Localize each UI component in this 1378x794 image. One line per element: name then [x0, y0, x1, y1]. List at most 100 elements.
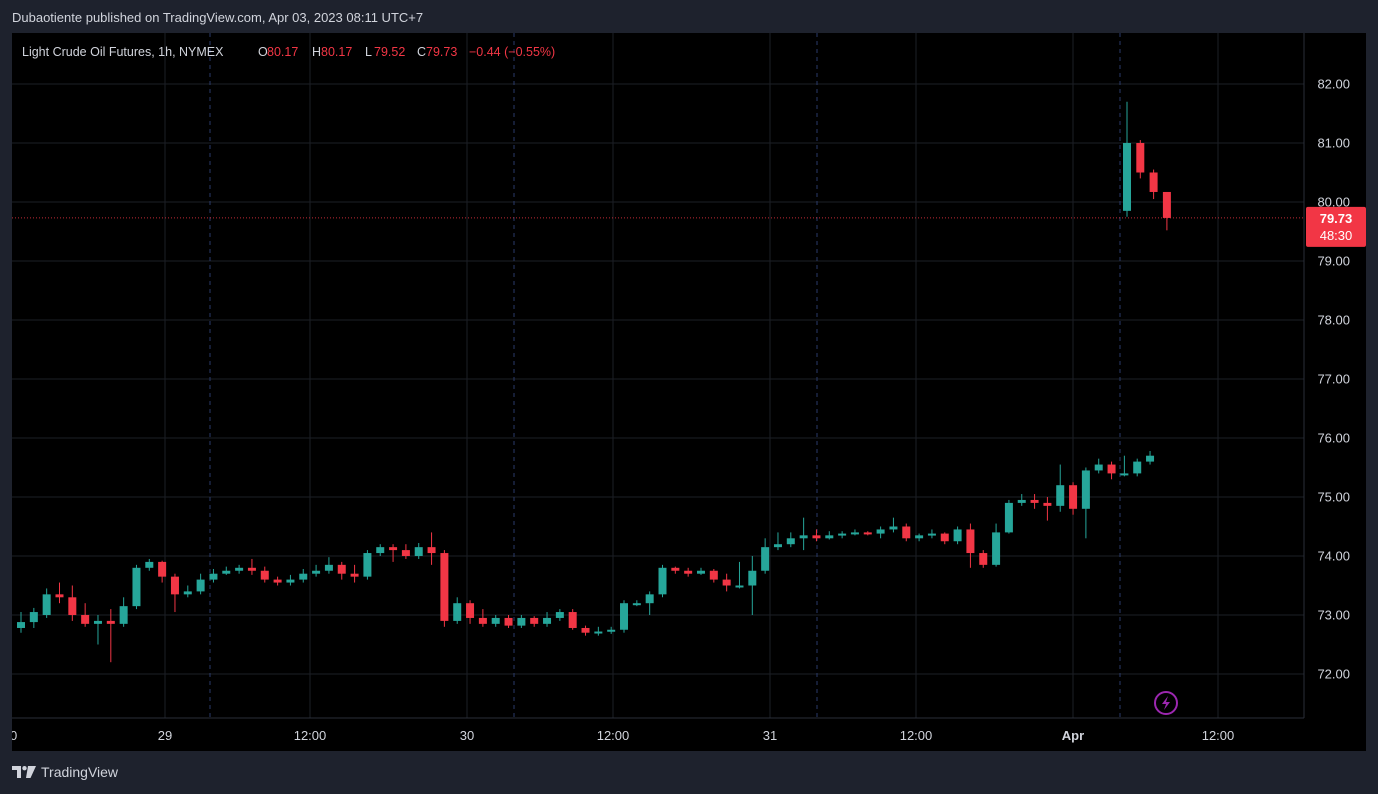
candle[interactable] [992, 523, 1001, 567]
candle[interactable] [709, 568, 718, 583]
candle[interactable] [247, 558, 256, 575]
candle[interactable] [620, 600, 629, 633]
candle[interactable] [93, 615, 102, 645]
candle[interactable] [1149, 169, 1158, 200]
candle[interactable] [427, 532, 436, 565]
candle[interactable] [658, 564, 667, 598]
candle[interactable] [953, 526, 962, 545]
candle[interactable] [1133, 458, 1142, 477]
candle[interactable] [478, 609, 487, 627]
candle[interactable] [1030, 494, 1039, 509]
chart-frame[interactable]: 82.00 81.00 80.00 79.00 78.00 77.00 76.00 75.00… [3, 33, 1366, 751]
candle[interactable] [517, 615, 526, 628]
candle[interactable] [812, 529, 821, 542]
candle[interactable] [915, 533, 924, 542]
candle[interactable] [491, 615, 500, 627]
candle[interactable] [966, 523, 975, 568]
candle[interactable] [581, 625, 590, 636]
candle[interactable] [401, 544, 410, 559]
candle[interactable] [68, 585, 77, 621]
candle[interactable] [645, 591, 654, 615]
candle[interactable] [1146, 450, 1155, 465]
candle[interactable] [1120, 455, 1129, 477]
candle[interactable] [1043, 497, 1052, 521]
candle[interactable] [927, 529, 936, 539]
candle[interactable] [119, 597, 128, 627]
candle[interactable] [299, 568, 308, 583]
candle[interactable] [132, 564, 141, 610]
candle[interactable] [543, 612, 552, 627]
candle[interactable] [1056, 464, 1065, 512]
candle[interactable] [1162, 191, 1171, 231]
candle[interactable] [440, 550, 449, 627]
candle[interactable] [850, 529, 859, 536]
candle[interactable] [29, 607, 38, 628]
candle[interactable] [286, 574, 295, 586]
candle[interactable] [466, 600, 475, 624]
candle[interactable] [42, 588, 51, 618]
candle[interactable] [235, 564, 244, 574]
candle[interactable] [170, 573, 179, 613]
candle[interactable] [825, 531, 834, 540]
candle[interactable] [761, 538, 770, 574]
legend-l-label: L [365, 45, 372, 59]
price-chart[interactable]: 82.00 81.00 80.00 79.00 78.00 77.00 76.00 75.00… [3, 33, 1366, 751]
candle[interactable] [1136, 140, 1145, 179]
candle[interactable] [196, 573, 205, 595]
candle[interactable] [145, 558, 154, 571]
candle[interactable] [55, 582, 64, 604]
candle[interactable] [902, 523, 911, 542]
candle[interactable] [838, 531, 847, 539]
candle[interactable] [748, 556, 757, 615]
candle[interactable] [632, 600, 641, 607]
candle[interactable] [1004, 499, 1013, 534]
candle[interactable] [1123, 101, 1131, 217]
candle[interactable] [684, 567, 693, 577]
candle[interactable] [389, 544, 398, 562]
candle[interactable] [940, 532, 949, 545]
candle[interactable] [773, 532, 782, 551]
candle[interactable] [376, 544, 385, 556]
candle[interactable] [350, 564, 359, 583]
candle[interactable] [260, 566, 269, 583]
candle[interactable] [363, 550, 372, 580]
candle[interactable] [453, 597, 462, 624]
candle[interactable] [1081, 467, 1090, 539]
candle[interactable] [312, 564, 321, 577]
candle[interactable] [594, 626, 603, 636]
candle[interactable] [158, 560, 167, 583]
candle[interactable] [17, 612, 25, 633]
candle[interactable] [876, 526, 885, 539]
candle[interactable] [414, 543, 423, 559]
candle[interactable] [81, 603, 90, 627]
candle-body [93, 620, 102, 624]
candle[interactable] [568, 609, 577, 630]
candle[interactable] [324, 557, 333, 574]
candle[interactable] [786, 532, 795, 548]
tradingview-logo[interactable]: TradingView [12, 764, 118, 780]
candle[interactable] [555, 609, 564, 621]
candle[interactable] [504, 615, 513, 628]
candle[interactable] [863, 531, 872, 536]
candle[interactable] [273, 576, 282, 586]
candle[interactable] [735, 561, 744, 589]
candle[interactable] [799, 517, 808, 551]
candle[interactable] [607, 626, 616, 634]
candle[interactable] [183, 585, 192, 598]
candle[interactable] [979, 550, 988, 568]
lightning-icon[interactable] [1154, 691, 1178, 715]
candle[interactable] [1069, 482, 1078, 515]
candle-body [722, 579, 731, 586]
candle[interactable] [1094, 458, 1103, 474]
candle[interactable] [1017, 494, 1026, 506]
candle[interactable] [722, 573, 731, 592]
candle[interactable] [889, 517, 898, 533]
candle[interactable] [337, 561, 346, 580]
candle[interactable] [696, 567, 705, 575]
candle[interactable] [209, 568, 218, 583]
candle[interactable] [530, 616, 539, 627]
candle[interactable] [671, 566, 680, 574]
candle[interactable] [106, 609, 115, 663]
candle[interactable] [1107, 461, 1116, 480]
candle[interactable] [222, 566, 231, 575]
